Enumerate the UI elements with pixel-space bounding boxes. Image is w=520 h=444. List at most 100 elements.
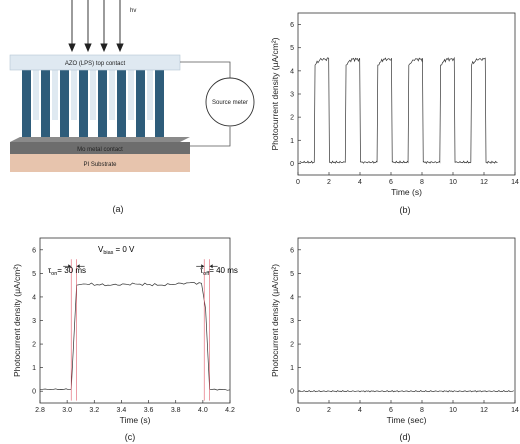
- x-tick-label: 12: [480, 407, 488, 414]
- lps-filler: [109, 70, 115, 120]
- tau-arrow-head: [68, 264, 72, 269]
- nanowire: [155, 66, 164, 138]
- y-tick-label: 6: [290, 22, 294, 29]
- y-tick-label: 2: [32, 342, 36, 349]
- y-axis-label: Photocurrent density (μA/cm²): [12, 264, 22, 377]
- x-axis-label: Time (s): [391, 187, 422, 197]
- nanowire: [60, 66, 69, 138]
- panel-label-d: (d): [400, 432, 411, 442]
- top-contact-label: AZO (LPS) top contact: [65, 61, 126, 67]
- y-tick-label: 1: [32, 365, 36, 372]
- source-meter: [205, 77, 255, 127]
- y-tick-label: 4: [290, 294, 294, 301]
- chart-c: 2.8 3.0 3.2 3.4 3.6 3.8 4.0 4.2 0 1 2 3 4 5 6 Time (s) P…: [12, 237, 235, 425]
- x-tick-label: 14: [511, 179, 519, 186]
- y-tick-label: 1: [290, 138, 294, 145]
- vbias-annotation: Vbias = 0 V: [98, 245, 135, 256]
- panel-label-b: (b): [400, 205, 411, 215]
- nanowire-array: [22, 66, 164, 138]
- y-tick-label: 6: [32, 247, 36, 254]
- x-tick-label: 6: [389, 179, 393, 186]
- x-tick-label: 10: [449, 179, 457, 186]
- wire-top: [180, 61, 231, 78]
- x-tick-label: 0: [296, 179, 300, 186]
- nanowire: [79, 66, 88, 138]
- schematic-panel: hv AZO (LPS) top contact Mo metal contac…: [9, 0, 255, 214]
- y-tick-label: 0: [290, 389, 294, 396]
- x-tick-label: 3.0: [62, 407, 72, 414]
- mo-contact-label: Mo metal contact: [77, 147, 123, 153]
- nanowire: [136, 66, 145, 138]
- hv-label: hv: [130, 8, 136, 14]
- light-arrows: [68, 0, 124, 53]
- y-axis-label: Photocurrent density (μA/cm²): [270, 264, 280, 377]
- x-tick-label: 12: [480, 179, 488, 186]
- plot-frame: [297, 12, 516, 176]
- x-tick-label: 4.0: [198, 407, 208, 414]
- x-tick-label: 3.4: [117, 407, 127, 414]
- lps-filler: [33, 70, 39, 120]
- y-tick-label: 0: [32, 389, 36, 396]
- y-tick-label: 0: [290, 161, 294, 168]
- tau-on-annotation: τon= 30 ms: [48, 266, 86, 277]
- tau-arrow-head: [209, 264, 213, 269]
- nanowire: [98, 66, 107, 138]
- x-tick-label: 3.2: [89, 407, 99, 414]
- pi-substrate: [10, 154, 190, 172]
- plot-frame: [297, 237, 516, 404]
- mo-contact: [10, 137, 190, 142]
- lps-filler: [52, 70, 58, 120]
- y-tick-label: 5: [32, 271, 36, 278]
- panel-label-c: (c): [125, 432, 136, 442]
- tau-off-annotation: τoff= 40 ms: [200, 266, 238, 277]
- source-meter-label: Source meter: [212, 100, 248, 106]
- series-line: [299, 56, 498, 164]
- x-tick-label: 3.6: [144, 407, 154, 414]
- x-axis-label: Time (sec): [387, 415, 427, 425]
- lps-filler: [71, 70, 77, 120]
- nanowire: [41, 66, 50, 138]
- y-tick-label: 2: [290, 342, 294, 349]
- nanowire: [117, 66, 126, 138]
- y-tick-label: 3: [290, 92, 294, 99]
- y-tick-label: 3: [290, 318, 294, 325]
- x-tick-label: 4: [358, 179, 362, 186]
- lps-filler: [147, 70, 153, 120]
- x-tick-label: 2: [327, 407, 331, 414]
- x-tick-label: 4: [358, 407, 362, 414]
- x-tick-label: 3.8: [171, 407, 181, 414]
- series-line: [40, 282, 231, 391]
- x-tick-label: 2.8: [35, 407, 45, 414]
- tau-arrow-head: [76, 264, 80, 269]
- top-contact: [9, 54, 181, 71]
- x-tick-label: 0: [296, 407, 300, 414]
- lps-filler: [128, 70, 134, 120]
- x-tick-label: 8: [420, 179, 424, 186]
- y-axis-label: Photocurrent density (μA/cm²): [270, 37, 280, 150]
- y-tick-label: 1: [290, 365, 294, 372]
- y-tick-label: 5: [290, 271, 294, 278]
- x-axis-label: Time (s): [120, 415, 151, 425]
- series-line: [297, 390, 514, 393]
- substrate-label: PI Substrate: [83, 162, 117, 168]
- panel-label-a: (a): [113, 204, 124, 214]
- nanowire: [22, 66, 31, 138]
- y-tick-label: 2: [290, 115, 294, 122]
- y-tick-label: 5: [290, 45, 294, 52]
- y-tick-label: 4: [32, 294, 36, 301]
- lps-filler: [90, 70, 96, 120]
- tau-arrow-head: [201, 264, 205, 269]
- plot-frame: [39, 237, 231, 404]
- y-tick-label: 6: [290, 247, 294, 254]
- x-tick-label: 10: [449, 407, 457, 414]
- wire-bottom: [190, 127, 231, 147]
- x-tick-label: 14: [511, 407, 519, 414]
- x-tick-label: 2: [327, 179, 331, 186]
- y-tick-label: 3: [32, 318, 36, 325]
- x-tick-label: 6: [389, 407, 393, 414]
- x-tick-label: 8: [420, 407, 424, 414]
- x-tick-label: 4.2: [225, 407, 235, 414]
